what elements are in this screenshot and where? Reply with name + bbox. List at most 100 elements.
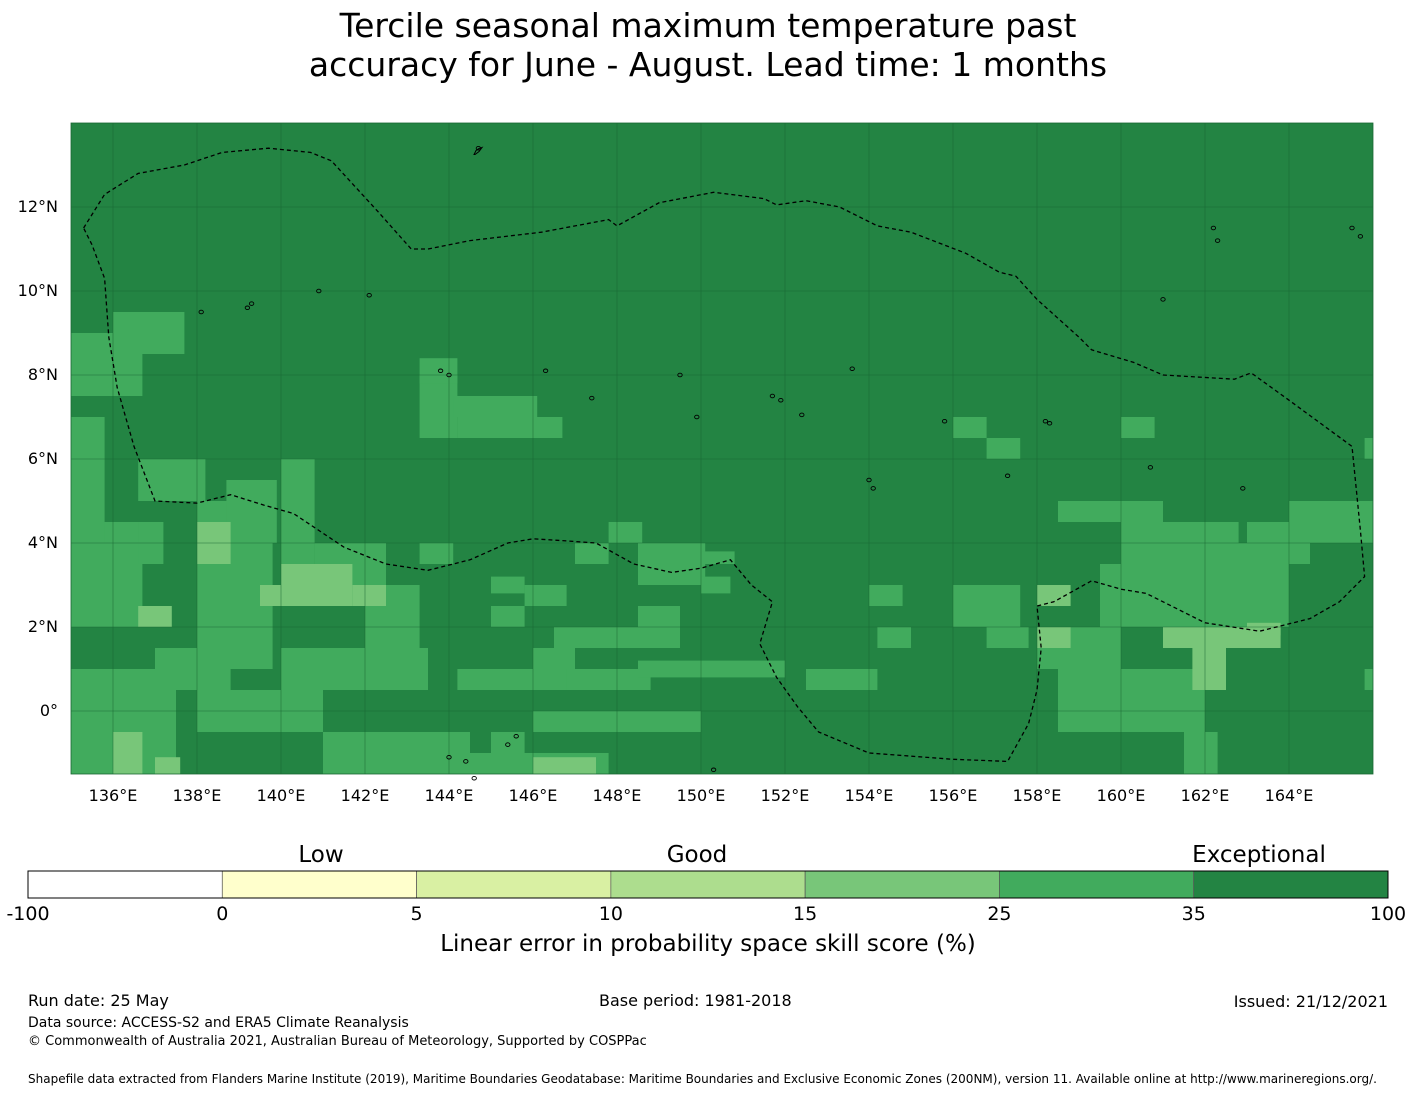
shapefile-credit: Shapefile data extracted from Flanders M… bbox=[28, 1072, 1377, 1086]
skill-cell-25-35 bbox=[701, 551, 735, 564]
skill-cell-15-25 bbox=[352, 585, 386, 606]
lon-tick-label: 148°E bbox=[592, 786, 642, 805]
skill-cell-25-35 bbox=[1058, 501, 1163, 522]
colorbar-bin bbox=[221, 870, 417, 899]
island-outline bbox=[505, 742, 511, 747]
skill-cell-15-25 bbox=[1037, 585, 1071, 606]
island-outline bbox=[677, 372, 683, 378]
skill-cell-25-35 bbox=[71, 459, 105, 522]
colorbar-tick-label: 100 bbox=[1369, 903, 1407, 925]
colorbar-axis-label: Linear error in probability space skill … bbox=[440, 931, 976, 957]
skill-cell-25-35 bbox=[533, 648, 575, 669]
skill-cell-25-35 bbox=[457, 417, 563, 438]
copyright: © Commonwealth of Australia 2021, Austra… bbox=[28, 1034, 647, 1049]
lon-tick-label: 162°E bbox=[1180, 786, 1230, 805]
island-outline bbox=[1042, 418, 1049, 424]
lat-tick-label: 8°N bbox=[27, 365, 58, 384]
lat-tick-label: 0° bbox=[39, 701, 58, 720]
colorbar-bin bbox=[27, 870, 223, 899]
island-outline bbox=[799, 412, 805, 418]
skill-cell-15-25 bbox=[155, 757, 181, 774]
run-date: Run date: 25 May bbox=[28, 991, 169, 1010]
colorbar-bin bbox=[999, 870, 1195, 899]
colorbar-bin bbox=[416, 870, 612, 899]
skill-cell-25-35 bbox=[113, 312, 185, 354]
skill-cell-25-35 bbox=[953, 585, 1021, 627]
island-outline bbox=[248, 301, 255, 306]
skill-cell-25-35 bbox=[419, 543, 454, 564]
skill-cell-25-35 bbox=[1289, 501, 1373, 543]
skill-cell-15-25 bbox=[1247, 622, 1281, 636]
chart-title: Tercile seasonal maximum temperature pas… bbox=[0, 6, 1416, 84]
island-outline bbox=[437, 368, 444, 374]
skill-cell-25-35 bbox=[1184, 732, 1218, 774]
skill-cell-25-35 bbox=[986, 627, 1029, 648]
skill-cell-25-35 bbox=[281, 648, 428, 690]
skill-cell-25-35 bbox=[323, 732, 470, 774]
skill-cell-25-35 bbox=[419, 375, 458, 438]
colorbar-tick-label: 15 bbox=[793, 903, 818, 925]
skill-cell-25-35 bbox=[701, 576, 731, 594]
category-good: Good bbox=[666, 842, 728, 868]
lon-tick-label: 140°E bbox=[256, 786, 306, 805]
base-period: Base period: 1981-2018 bbox=[599, 991, 792, 1010]
lon-tick-label: 142°E bbox=[340, 786, 390, 805]
skill-cell-25-35 bbox=[1364, 669, 1373, 690]
lon-tick-label: 138°E bbox=[172, 786, 222, 805]
skill-cell-25-35 bbox=[1205, 564, 1289, 627]
skill-cell-25-35 bbox=[104, 522, 139, 543]
island-outline bbox=[710, 767, 717, 773]
skill-cell-25-35 bbox=[869, 585, 903, 606]
island-outline bbox=[1357, 234, 1364, 239]
island-outline bbox=[694, 414, 700, 420]
island-outline bbox=[778, 397, 784, 403]
island-outline bbox=[1004, 473, 1011, 479]
island-outline bbox=[471, 775, 477, 781]
island-outline bbox=[1046, 421, 1053, 426]
skill-cell-15-25 bbox=[281, 564, 353, 606]
colorbar-tick-label: -100 bbox=[6, 903, 50, 925]
skill-cell-25-35 bbox=[1058, 669, 1205, 732]
lon-tick-label: 152°E bbox=[760, 786, 810, 805]
colorbar-tick-label: 0 bbox=[216, 903, 229, 925]
skill-cell-25-35 bbox=[453, 396, 538, 417]
skill-cell-25-35 bbox=[1364, 438, 1373, 459]
lon-tick-label: 146°E bbox=[508, 786, 558, 805]
skill-cell-25-35 bbox=[608, 522, 643, 543]
island-outline bbox=[1214, 238, 1221, 243]
lat-tick-label: 12°N bbox=[17, 197, 58, 216]
skill-cell-25-35 bbox=[281, 459, 315, 564]
island-outline bbox=[244, 305, 251, 311]
island-outline bbox=[1210, 225, 1217, 231]
colorbar-bin bbox=[1193, 870, 1389, 899]
colorbar-bin bbox=[610, 870, 806, 899]
skill-cell-25-35 bbox=[1121, 522, 1239, 543]
island-outline bbox=[1147, 465, 1154, 470]
colorbar-tick-label: 10 bbox=[598, 903, 623, 925]
colorbar-tick-label: 5 bbox=[410, 903, 423, 925]
lon-tick-label: 164°E bbox=[1264, 786, 1314, 805]
issued-date: Issued: 21/12/2021 bbox=[1233, 992, 1388, 1011]
skill-cell-25-35 bbox=[953, 417, 987, 438]
skill-cell-25-35 bbox=[1121, 417, 1155, 438]
skill-cell-25-35 bbox=[491, 576, 525, 594]
island-outline bbox=[870, 486, 876, 491]
skill-cell-15-25 bbox=[533, 757, 596, 774]
colorbar-frame bbox=[27, 870, 1389, 899]
island-outline bbox=[542, 368, 549, 374]
lon-tick-label: 150°E bbox=[676, 786, 726, 805]
skill-cell-25-35 bbox=[566, 669, 651, 690]
island-outline bbox=[366, 292, 372, 298]
lon-tick-label: 136°E bbox=[88, 786, 138, 805]
skill-cell-15-25 bbox=[1192, 648, 1226, 690]
skill-cell-25-35 bbox=[638, 660, 785, 678]
colorbar-bin bbox=[804, 870, 1000, 899]
skill-cell-25-35 bbox=[226, 480, 277, 543]
skill-cell-25-35 bbox=[138, 459, 206, 501]
skill-cell-15-25 bbox=[113, 732, 143, 774]
skill-cell-25-35 bbox=[71, 417, 105, 459]
lat-tick-label: 6°N bbox=[27, 449, 58, 468]
lon-tick-label: 154°E bbox=[844, 786, 894, 805]
skill-cell-25-35 bbox=[986, 438, 1021, 459]
